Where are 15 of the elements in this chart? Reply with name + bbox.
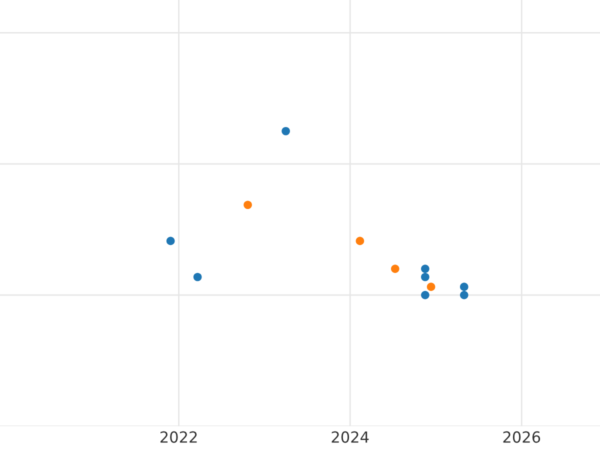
point <box>421 264 430 273</box>
point <box>460 290 468 300</box>
point <box>421 272 430 282</box>
point <box>426 282 436 291</box>
x-tick-label: 2024 <box>332 431 369 443</box>
point <box>421 290 430 300</box>
point <box>282 126 290 136</box>
point <box>460 282 468 291</box>
point <box>390 264 400 273</box>
point <box>356 236 364 246</box>
point <box>193 272 202 282</box>
x-tick-label: 2022 <box>160 431 197 443</box>
x-tick-label: 2026 <box>503 431 540 443</box>
point <box>244 200 252 210</box>
point <box>166 236 175 246</box>
